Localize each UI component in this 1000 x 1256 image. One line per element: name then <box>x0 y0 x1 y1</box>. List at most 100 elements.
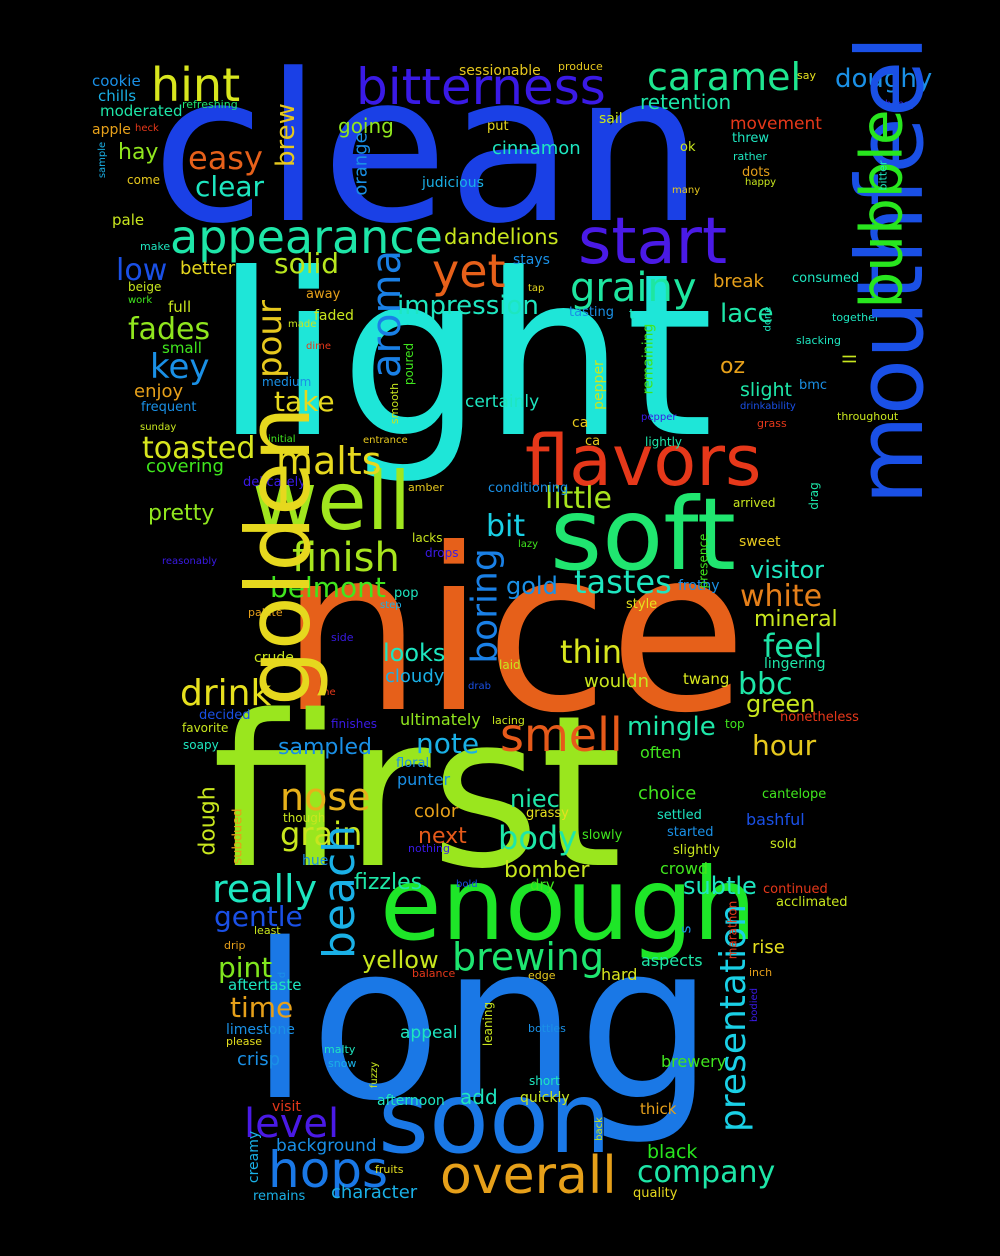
word-malts: malts <box>276 439 382 483</box>
word-enjoy: enjoy <box>134 381 184 402</box>
word-mingle: mingle <box>627 712 716 742</box>
word-bitter: bitter <box>876 160 890 191</box>
word-toasted: toasted <box>142 431 256 466</box>
word-aroma: aroma <box>364 249 411 379</box>
word-fuzzy: bodied <box>749 987 761 1023</box>
word-arrived: grass <box>757 417 787 430</box>
word-brewery: brewery <box>661 1052 727 1071</box>
word-stays: stays <box>513 252 550 268</box>
word-balance: drip <box>224 939 246 952</box>
word-lacing: one <box>317 687 336 698</box>
word-together: entrance <box>363 435 408 446</box>
word-beige: beige <box>128 280 162 294</box>
word-punter: nonetheless <box>780 710 859 725</box>
word-covering: covering <box>146 456 224 477</box>
word-honey: honey <box>885 99 916 110</box>
word-cookie: cookie <box>92 72 141 90</box>
word-hops: hops <box>268 1141 389 1199</box>
word-dandelions: dandelions <box>444 225 559 249</box>
word-green: green <box>746 690 816 718</box>
word-oz: oz <box>720 354 746 379</box>
word-malty: inch <box>749 966 773 979</box>
word-movement: movement <box>730 114 822 134</box>
word-retention: retention <box>640 90 732 114</box>
word-medium: medium <box>262 375 312 389</box>
word-quickly: quickly <box>520 1090 570 1106</box>
word-nothing: started <box>667 825 714 840</box>
word-certainly: certainly <box>465 392 540 412</box>
word-enough: enough <box>380 846 757 963</box>
word-palate: palate <box>248 606 283 619</box>
word-background: background <box>276 1136 377 1156</box>
word-hint: hint <box>151 58 241 112</box>
word-conditioning: drag <box>806 482 821 510</box>
word-entrance: lightly <box>645 435 683 449</box>
word-top: finishes <box>331 717 377 731</box>
word-company: company <box>637 1155 776 1190</box>
word-drinkability: slacking <box>796 334 841 347</box>
word-sold: slowly <box>582 828 623 843</box>
word-fizzles: fizzles <box>354 870 423 895</box>
word-overall: overall <box>440 1146 617 1206</box>
word-bbc: bbc <box>738 667 793 702</box>
word-lacks: amber <box>408 481 444 494</box>
word-subdued: settled <box>657 808 702 823</box>
word-appeal: appeal <box>400 1023 458 1043</box>
word-impression: impression <box>397 291 539 321</box>
word-slight: slight <box>740 379 793 401</box>
word-ca: ca <box>572 415 589 431</box>
word-dots: dots <box>742 165 771 180</box>
word-nose: nose <box>280 775 371 819</box>
word-color: color <box>414 801 459 822</box>
word-going: going <box>338 114 394 138</box>
word-d: rise <box>752 937 785 958</box>
word-caramel: caramel <box>647 55 802 99</box>
word-finishes: drab <box>468 681 491 692</box>
word-judicious: judicious <box>422 175 484 191</box>
word-drab: side <box>331 631 354 644</box>
word-floral: top <box>725 717 745 731</box>
word-bodied: leaning <box>481 1001 496 1047</box>
word-afternoon: afternoon <box>377 1093 445 1109</box>
word-nonetheless: lacing <box>492 714 525 727</box>
word-smooth: smooth <box>388 382 402 425</box>
word-time: time <box>230 991 294 1024</box>
word-pepper: pepper <box>590 360 607 410</box>
word-bold: hue <box>302 853 329 869</box>
word-one: laid <box>499 658 521 672</box>
word-dime: dime <box>306 341 332 352</box>
word-orange: orange <box>350 132 372 196</box>
word-first: first <box>212 670 623 915</box>
word-full: full <box>168 298 192 316</box>
word-heck: heck <box>135 123 159 134</box>
word-lightly: pepper <box>641 412 677 423</box>
word-choice: choice <box>638 783 697 804</box>
word-mineral: mineral <box>754 607 838 632</box>
word-style: step <box>380 600 402 611</box>
word-boring: boring <box>464 548 506 664</box>
word-cinnamon: cinnamon <box>492 138 581 159</box>
word-slightly: nothing <box>408 842 450 855</box>
word-white: white <box>740 579 823 614</box>
word-grass: drinkability <box>740 401 796 412</box>
word-started: grassy <box>526 806 569 821</box>
word-clear: clear <box>195 170 265 203</box>
word-hay: hay <box>118 140 159 165</box>
word-sweet: drops <box>425 546 459 560</box>
word-start: start <box>578 205 728 279</box>
word-hard: hard <box>601 965 638 984</box>
word-hue: slightly <box>673 843 720 858</box>
word-beach: beach <box>314 824 366 960</box>
word-side: style <box>626 597 658 612</box>
word-niec: niec <box>510 785 560 813</box>
word-limestone: limestone <box>226 1022 295 1038</box>
word-hour: hour <box>752 729 817 762</box>
word-cantelope: floral <box>396 756 430 771</box>
word-gold: gold <box>506 572 558 600</box>
word-t: t <box>629 307 635 323</box>
word-step: sweet <box>739 534 781 550</box>
word-favorite: favorite <box>182 721 229 735</box>
word-marathon: least <box>254 924 281 937</box>
word-brew: brew <box>270 103 301 167</box>
word-slacking: together <box>832 311 880 324</box>
